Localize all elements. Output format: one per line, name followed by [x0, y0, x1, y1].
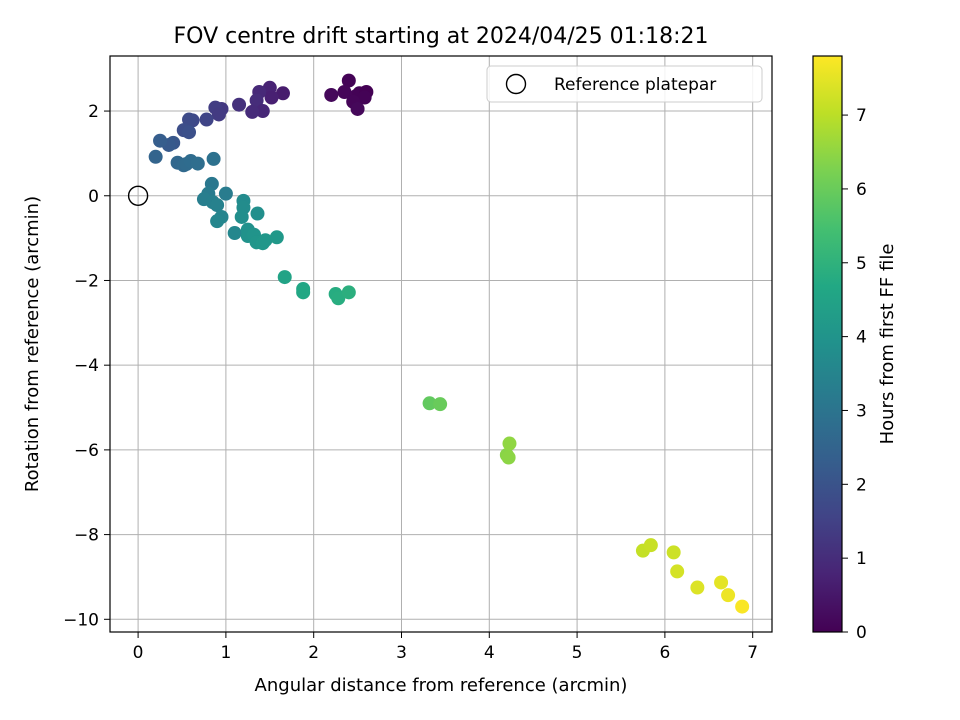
x-tick-label: 5: [572, 643, 583, 663]
colorbar-tick-label: 2: [856, 475, 867, 495]
data-point: [502, 436, 517, 451]
legend-box: [486, 65, 763, 103]
y-tick-label: −10: [63, 610, 99, 630]
data-point: [357, 90, 372, 105]
legend-reference-marker: [505, 73, 527, 95]
y-axis-ticks: 2 0 −2 −4 −6 −8 −10: [63, 102, 110, 630]
legend: Reference platepar: [486, 65, 763, 103]
data-point: [337, 85, 352, 99]
data-point: [232, 97, 247, 112]
colorbar-fill: [813, 56, 842, 632]
colorbar-tick-label: 6: [856, 180, 867, 200]
data-point: [324, 87, 339, 102]
colorbar-frame: [812, 55, 843, 633]
y-tick-label: 0: [88, 187, 99, 207]
chart-title: FOV centre drift starting at 2024/04/25 …: [174, 24, 709, 49]
data-point: [735, 599, 750, 614]
data-point: [341, 73, 356, 88]
data-point: [341, 285, 356, 300]
data-point: [153, 133, 168, 148]
data-point: [433, 397, 448, 412]
data-point: [182, 112, 197, 127]
data-point: [422, 396, 437, 411]
data-point: [227, 226, 242, 241]
y-tick-label: 2: [88, 102, 99, 122]
data-point: [275, 86, 290, 101]
data-point: [501, 450, 516, 465]
y-tick-label: −2: [74, 271, 99, 291]
colorbar-tick-label: 1: [856, 549, 867, 569]
y-tick-label: −4: [74, 356, 99, 376]
data-point: [277, 270, 292, 285]
y-axis-label: Rotation from reference (arcmin): [22, 196, 43, 492]
data-point: [250, 206, 265, 221]
colorbar-tick-label: 3: [856, 401, 867, 421]
data-point: [643, 538, 658, 553]
y-tick-label: −8: [74, 526, 99, 546]
colorbar: 0 1 2 3 4 5 6 7 Hours from first FF file: [812, 55, 898, 643]
reference-marker-group: [127, 185, 149, 206]
data-point: [264, 90, 279, 105]
colorbar-ticks: 0 1 2 3 4 5 6 7: [842, 106, 867, 643]
colorbar-tick-label: 4: [856, 328, 867, 348]
plot-area: 0 1 2 3 4 5 6 7 2 0 −2 −4 −6 −8 −10: [63, 55, 773, 663]
x-tick-label: 1: [220, 643, 231, 663]
data-point: [182, 125, 197, 140]
x-tick-label: 6: [659, 643, 670, 663]
x-tick-label: 4: [484, 643, 495, 663]
x-tick-label: 3: [396, 643, 407, 663]
data-point: [218, 186, 233, 201]
colorbar-tick-label: 0: [856, 623, 867, 643]
data-point: [296, 285, 311, 300]
data-point: [206, 151, 221, 166]
y-tick-label: −6: [74, 441, 99, 461]
plot-background: [110, 56, 772, 632]
data-point: [234, 209, 249, 224]
data-point: [255, 104, 270, 119]
data-point: [199, 112, 214, 127]
data-point: [269, 230, 284, 245]
data-point: [350, 101, 365, 116]
data-point: [721, 588, 736, 603]
legend-entry-reference-platepar: Reference platepar: [554, 75, 716, 95]
colorbar-tick-label: 7: [856, 106, 867, 126]
data-point: [249, 93, 264, 108]
data-point: [670, 564, 685, 579]
data-point: [148, 149, 163, 164]
data-points: [148, 73, 750, 614]
data-point: [666, 545, 681, 560]
x-axis-label: Angular distance from reference (arcmin): [255, 675, 628, 696]
data-point: [331, 291, 346, 306]
data-point: [190, 156, 205, 171]
data-point: [258, 233, 273, 248]
data-point: [245, 104, 260, 119]
x-tick-label: 0: [133, 643, 144, 663]
x-tick-label: 7: [747, 643, 758, 663]
reference-marker: [127, 185, 149, 206]
x-tick-label: 2: [308, 643, 319, 663]
x-axis-ticks: 0 1 2 3 4 5 6 7: [133, 632, 758, 663]
plot-frame: [109, 55, 773, 633]
colorbar-tick-label: 5: [856, 254, 867, 274]
data-point: [690, 580, 705, 595]
data-point: [714, 575, 729, 590]
colorbar-label: Hours from first FF file: [877, 244, 898, 445]
data-point: [210, 214, 225, 229]
data-point: [211, 107, 226, 122]
data-point: [210, 198, 225, 213]
